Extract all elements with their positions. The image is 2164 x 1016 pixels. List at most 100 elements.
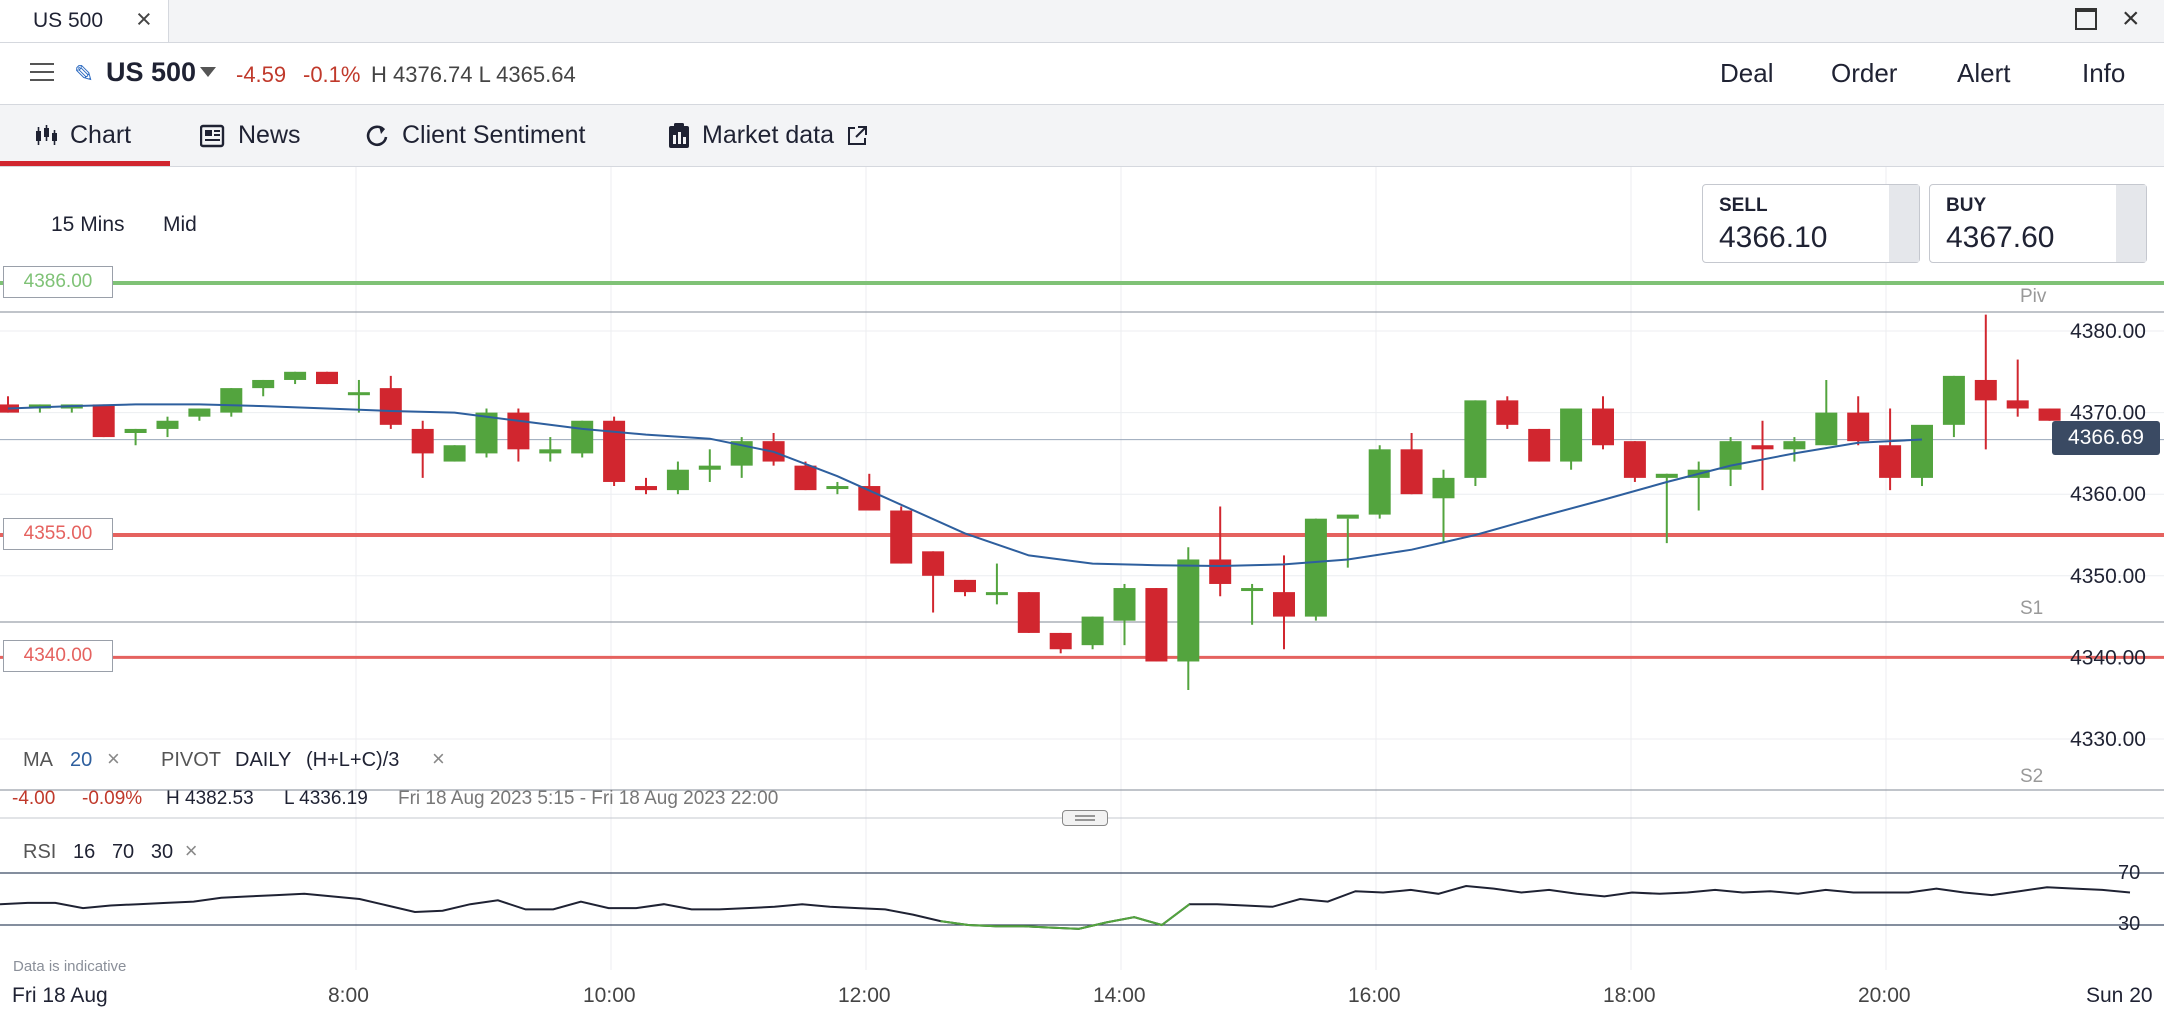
candle-body: [1209, 559, 1232, 584]
candle-body: [347, 392, 370, 396]
candle-body: [1560, 408, 1583, 462]
market-header: ✎ US 500 -4.59 -0.1% H 4376.74 L 4365.64…: [0, 43, 2164, 105]
order-button[interactable]: Order: [1831, 58, 1898, 88]
candle-body: [443, 445, 466, 462]
period-low: L 4336.19: [284, 788, 368, 809]
market-dropdown-caret-icon[interactable]: [200, 67, 216, 77]
candle-body: [1623, 441, 1646, 478]
pivot-frequency[interactable]: DAILY: [235, 749, 292, 771]
rsi-period[interactable]: 16: [73, 841, 96, 863]
timeframe-selector[interactable]: 15 Mins: [51, 213, 125, 236]
candle-body: [1815, 412, 1838, 446]
tab-market-data[interactable]: Market data: [668, 105, 868, 166]
candle-body: [603, 420, 626, 482]
ma-period[interactable]: 20: [70, 749, 93, 771]
tab-chart[interactable]: Chart: [34, 105, 131, 166]
candle-body: [124, 428, 147, 433]
candle-body: [379, 388, 402, 425]
candle-body: [1273, 592, 1295, 617]
rsi-lower[interactable]: 30: [150, 841, 174, 863]
tab-market-data-label: Market data: [702, 121, 835, 149]
price-change: -4.59: [236, 62, 287, 87]
remove-rsi-icon[interactable]: ×: [178, 838, 198, 863]
candle-body: [571, 420, 594, 454]
candle-body: [698, 465, 721, 470]
candle-body: [1368, 449, 1391, 515]
candle-body: [1336, 514, 1359, 519]
ma-line: [7, 403, 1923, 568]
candle-body: [794, 465, 817, 491]
candle-body: [1304, 518, 1327, 617]
buy-label: BUY: [1946, 195, 1987, 216]
candle-body: [985, 592, 1008, 596]
candle-body: [826, 486, 849, 490]
data-disclaimer: Data is indicative: [13, 958, 127, 975]
tab-client-sentiment[interactable]: Client Sentiment: [364, 105, 585, 166]
market-name[interactable]: US 500: [106, 57, 197, 87]
active-tab-indicator: [0, 161, 170, 166]
buy-button[interactable]: BUY 4367.60: [1929, 184, 2147, 263]
panel-resize-handle[interactable]: [1062, 810, 1108, 826]
info-button[interactable]: Info: [2082, 58, 2126, 88]
candle-body: [1719, 441, 1742, 470]
clipboard-icon: [669, 122, 689, 148]
edit-pencil-icon[interactable]: ✎: [74, 61, 95, 88]
candlestick-icon: [36, 124, 57, 145]
candle-body: [1432, 477, 1455, 499]
candle-body: [1847, 412, 1870, 442]
y-tick-label: 4350.00: [2070, 565, 2146, 588]
market-tab-label: US 500: [33, 9, 104, 32]
candle-body: [2038, 408, 2061, 421]
tab-news-label: News: [238, 121, 301, 149]
x-tick-label: 10:00: [583, 984, 636, 1007]
external-link-icon[interactable]: [846, 125, 868, 147]
maximize-icon[interactable]: [2075, 8, 2097, 30]
x-tick-label: 20:00: [1858, 984, 1911, 1007]
candle-body: [1942, 375, 1965, 425]
rsi-upper[interactable]: 70: [111, 841, 135, 863]
remove-pivot-icon[interactable]: ×: [432, 746, 445, 771]
candle-body: [1464, 400, 1487, 478]
pivot-level-box[interactable]: 4386.00: [3, 266, 113, 298]
candle-body: [1655, 473, 1678, 478]
pivot-formula[interactable]: (H+L+C)/3: [306, 749, 400, 771]
alert-button[interactable]: Alert: [1957, 58, 2011, 88]
x-tick-label: 14:00: [1093, 984, 1146, 1007]
candle-body: [316, 371, 338, 385]
deal-button[interactable]: Deal: [1720, 58, 1774, 88]
candle-body: [922, 551, 945, 576]
candle-body: [1751, 445, 1774, 450]
current-price-tag: 4366.69: [2052, 421, 2160, 455]
candle-body: [220, 388, 243, 413]
period-change-percent: -0.09%: [82, 788, 143, 809]
window-tab-bar: US 500 × ×: [0, 0, 2164, 43]
x-tick-label: 8:00: [328, 984, 369, 1007]
support-level-box[interactable]: 4340.00: [3, 640, 113, 672]
candle-body: [1177, 559, 1200, 662]
market-tab[interactable]: US 500 ×: [0, 0, 169, 42]
hamburger-menu-icon[interactable]: [30, 63, 54, 83]
window-close-icon[interactable]: ×: [2122, 2, 2140, 35]
tab-close-icon[interactable]: ×: [136, 4, 152, 34]
x-axis-end-date: Sun 20: [2086, 984, 2153, 1007]
candle-body: [635, 486, 657, 491]
candle-body: [1145, 588, 1168, 662]
candle-body: [1879, 445, 1902, 478]
rsi-30-label: 30: [2118, 913, 2141, 935]
candle-body: [411, 428, 434, 454]
price-type-selector[interactable]: Mid: [163, 213, 197, 236]
candle-body: [1081, 616, 1104, 646]
tab-news[interactable]: News: [200, 105, 301, 166]
remove-ma-icon[interactable]: ×: [107, 746, 120, 771]
candle-body: [1400, 449, 1423, 495]
candle-body: [954, 579, 976, 593]
candle-body: [1528, 428, 1551, 462]
candle-body: [1783, 441, 1806, 450]
y-tick-label: 4340.00: [2070, 646, 2146, 669]
resistance-level-box[interactable]: 4355.00: [3, 518, 113, 550]
candle-body: [2006, 400, 2029, 409]
sell-button[interactable]: SELL 4366.10: [1702, 184, 1920, 263]
s1-label: S1: [2020, 598, 2044, 619]
candle-body: [666, 469, 689, 491]
